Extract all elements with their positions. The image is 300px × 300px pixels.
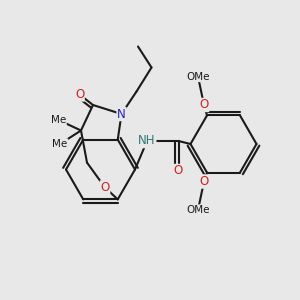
Text: O: O <box>174 164 183 178</box>
Text: O: O <box>200 175 208 188</box>
Text: N: N <box>117 107 126 121</box>
Text: O: O <box>200 98 208 112</box>
Text: O: O <box>75 88 84 101</box>
Text: OMe: OMe <box>186 71 210 82</box>
Text: NH: NH <box>138 134 156 148</box>
Text: Me: Me <box>51 115 66 125</box>
Text: O: O <box>100 181 109 194</box>
Text: Me: Me <box>52 139 68 149</box>
Text: OMe: OMe <box>186 205 210 215</box>
